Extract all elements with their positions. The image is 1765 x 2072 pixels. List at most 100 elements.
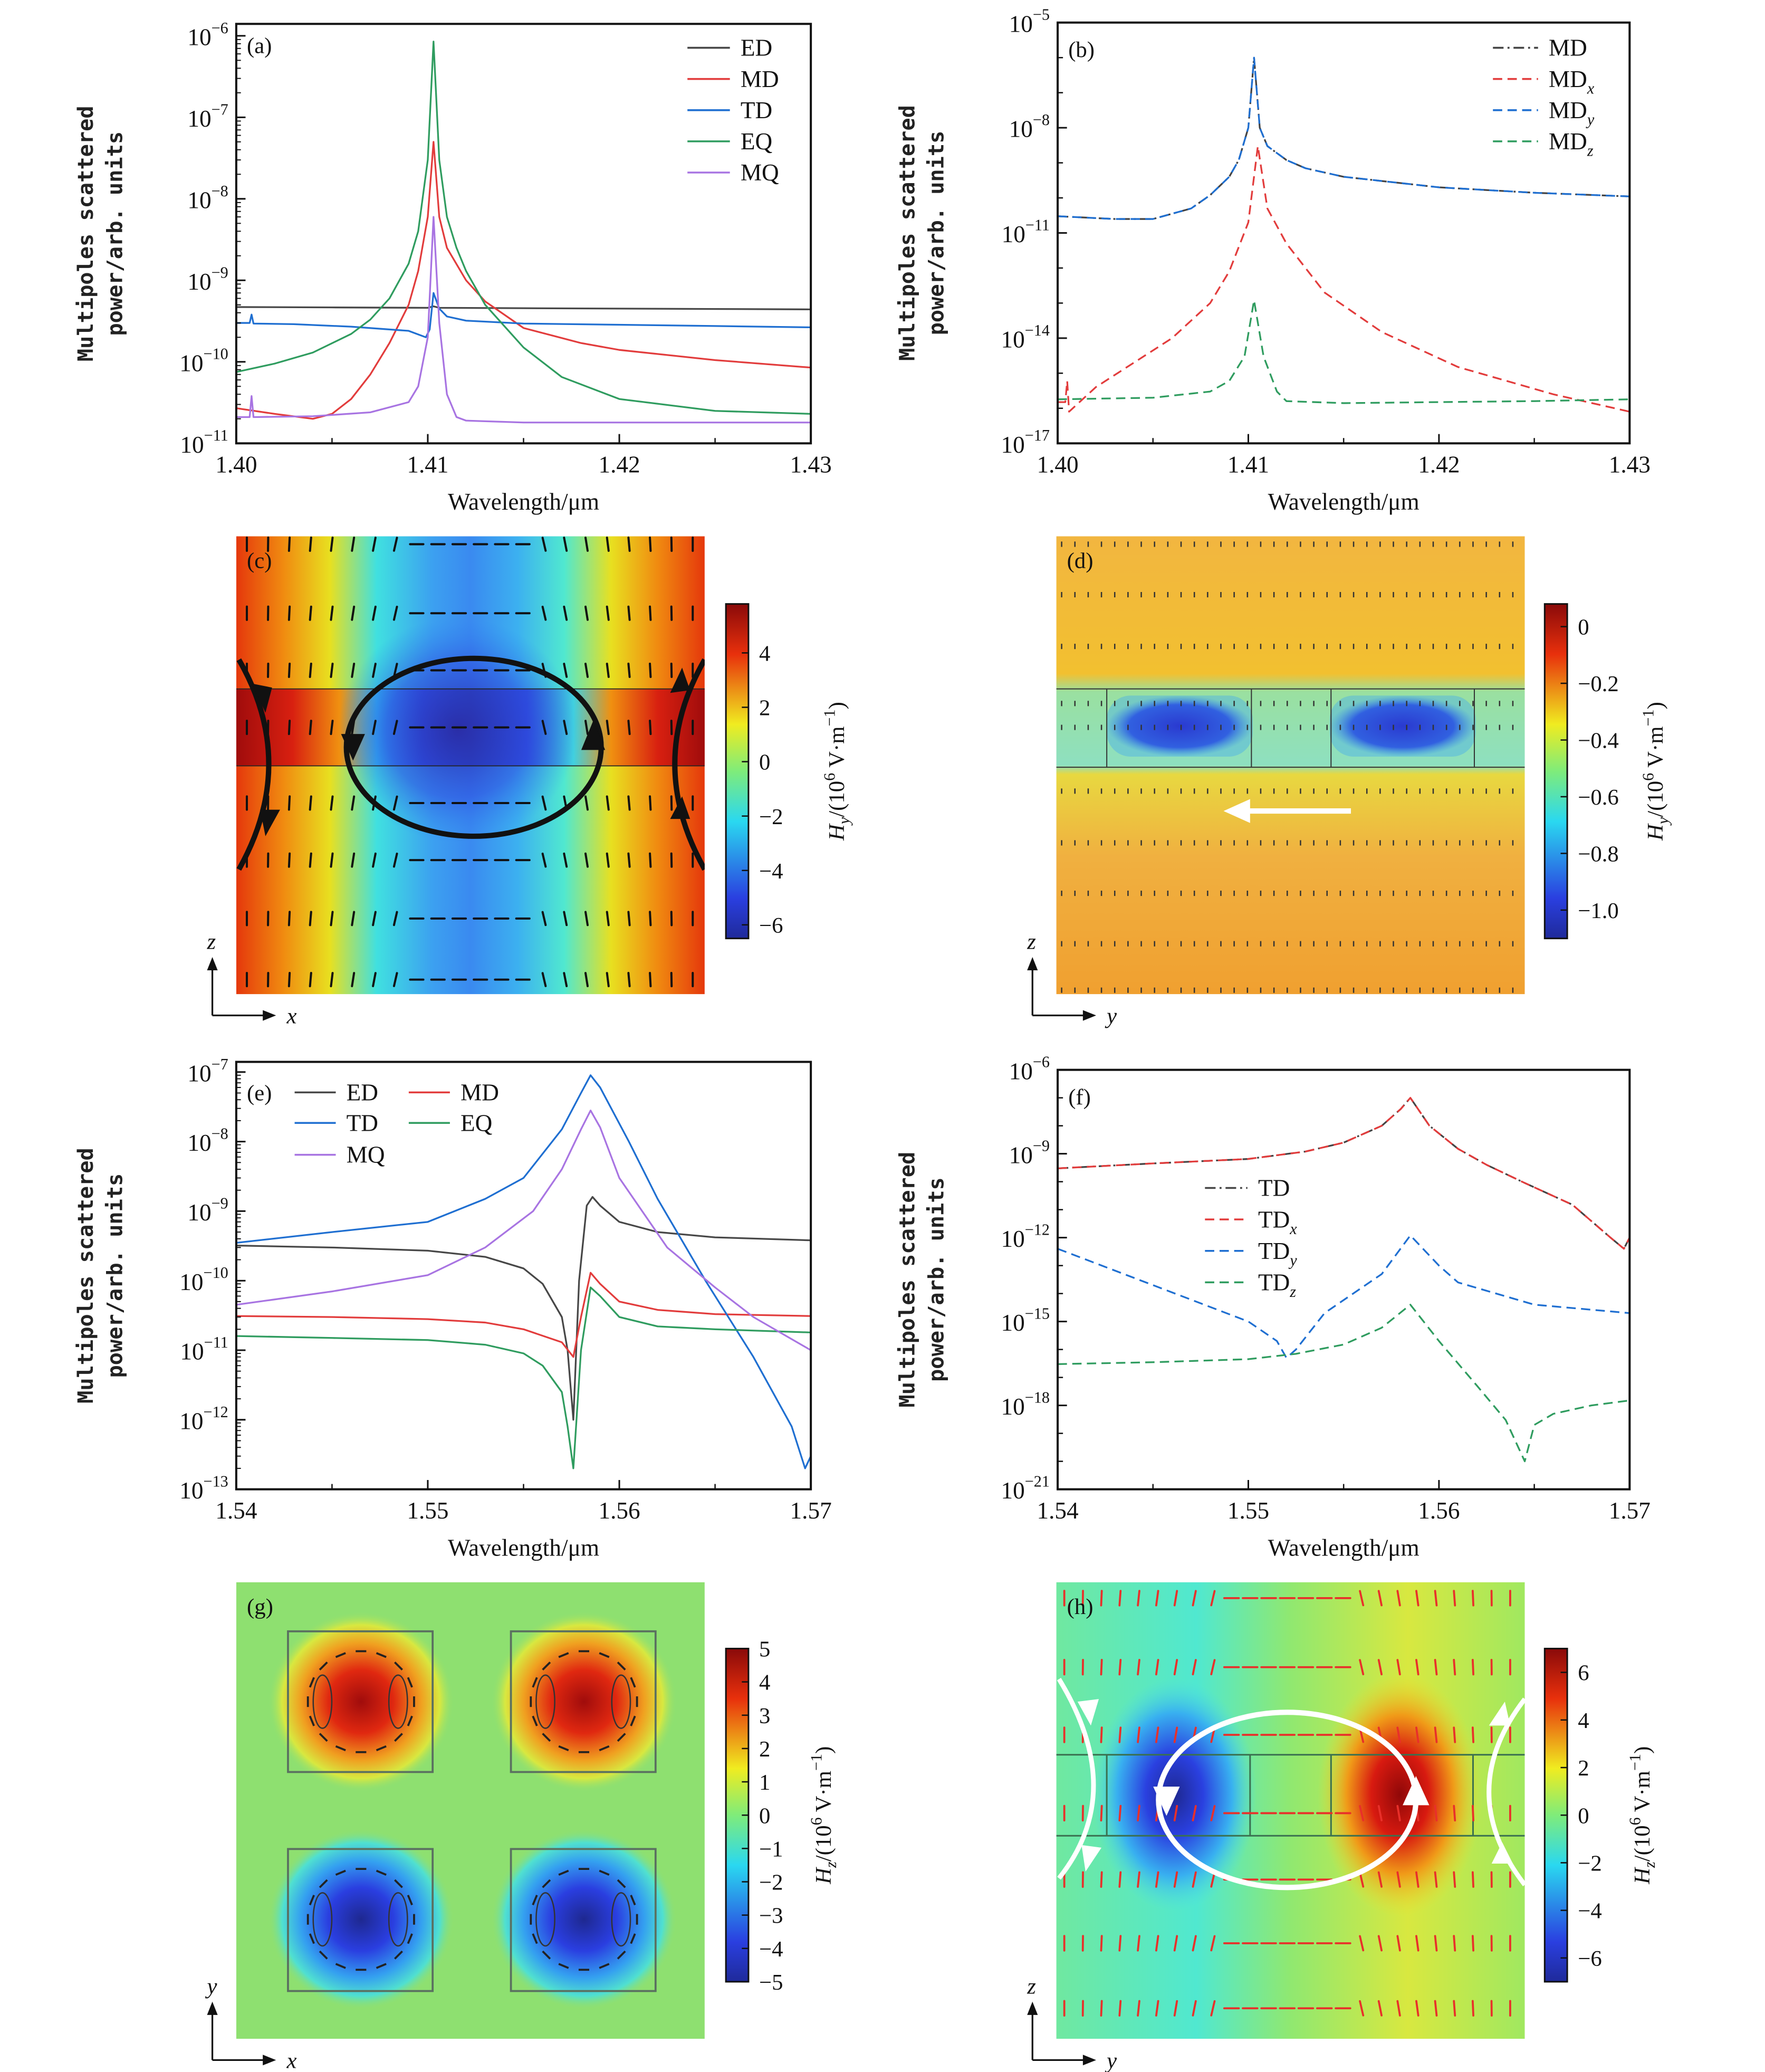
field-background (1056, 536, 1525, 995)
field-vector (541, 537, 547, 552)
field-vector (1173, 1590, 1178, 1607)
colorbar-tick-label: 4 (759, 1670, 770, 1695)
tick-base: 10 (1001, 432, 1025, 458)
colorbar-tick-label: 5 (759, 1637, 770, 1662)
field-vector (330, 720, 334, 736)
colorbar-tick-label: −2 (1578, 1851, 1602, 1876)
legend-item: MD (408, 1080, 499, 1106)
field-vector (1453, 1659, 1456, 1676)
field-vector (541, 852, 547, 868)
arrow-right-icon (1082, 1010, 1097, 1021)
field-vector (1453, 1871, 1456, 1888)
legend-label-text: TD (741, 97, 772, 123)
field-vector (1210, 2000, 1216, 2017)
y-tick-label: 10−15 (1001, 1305, 1050, 1336)
tick-base: 10 (1009, 1058, 1033, 1084)
field-map-c-annotations: (c) 4 2 0 −2 −4 −6 Hy/(106 V·m−1) z x (207, 549, 853, 1029)
axis-indicator (211, 965, 268, 1017)
field-vector (606, 536, 610, 552)
field-vector (584, 537, 589, 552)
field-vector (1173, 1659, 1178, 1676)
tick-exponent: −21 (1025, 1473, 1050, 1491)
y-tick-label: 10−11 (180, 426, 228, 458)
field-vector (287, 662, 291, 679)
legend-label-text: TD (1258, 1206, 1290, 1233)
field-blob (1329, 695, 1476, 757)
legend-label-text: MD (1549, 97, 1587, 123)
field-vector (563, 605, 568, 621)
legend-label: MD (741, 66, 779, 92)
axis-indicator (211, 2009, 268, 2061)
tick-exponent: −8 (1033, 111, 1050, 129)
axis-indicator (1031, 2009, 1088, 2061)
legend-label-text: TD (347, 1110, 378, 1136)
colorbar-tick-label: 3 (759, 1704, 770, 1729)
field-vector (1434, 1804, 1438, 1822)
legend-item: MD (1493, 35, 1587, 61)
tick-exponent: −9 (212, 1194, 228, 1212)
field-vector (392, 795, 398, 811)
field-vector (606, 972, 610, 988)
panel-label: (g) (247, 1594, 273, 1619)
field-vector (1453, 1804, 1456, 1822)
colorbar-label-pre: /(10 (1643, 781, 1668, 817)
tick-base: 10 (1002, 221, 1025, 247)
legend-label: ED (347, 1080, 378, 1106)
y-tick-label: 10−11 (180, 1333, 228, 1365)
y-tick-label: 10−12 (179, 1403, 228, 1435)
field-vector (1173, 1804, 1178, 1821)
x-tick-label: 1.41 (407, 452, 448, 478)
x-tick-label: 1.54 (215, 1497, 257, 1524)
horizontal-axis-label: y (1105, 2048, 1117, 2072)
tick-exponent: −18 (1025, 1389, 1050, 1407)
field-vector (630, 1895, 636, 1906)
field-vector (1192, 1659, 1197, 1676)
field-vector (319, 1950, 328, 1960)
loop-arrow-down-icon (1153, 1787, 1180, 1816)
field-vector (1396, 1590, 1401, 1607)
field-vector (584, 852, 589, 868)
vector-field (306, 1650, 638, 1971)
colorbar-tick-label: −4 (759, 859, 783, 884)
colorbar-tick-label: −1 (759, 1837, 783, 1861)
legend-label: EQ (461, 1110, 492, 1136)
field-vector (1118, 1935, 1122, 1952)
colorbar-tick-label: 1 (759, 1770, 770, 1795)
y-axis-label-line2: power/arb. units (103, 131, 128, 336)
legend-label: MDx (1549, 66, 1595, 98)
field-vector (627, 720, 631, 736)
field-vector (319, 1733, 328, 1742)
colorbar-tick-label: −6 (759, 913, 783, 938)
field-vector (1453, 2000, 1456, 2017)
field-vector (287, 972, 291, 988)
field-vector (1396, 1935, 1401, 1952)
tick-base: 10 (1001, 1477, 1025, 1504)
colorbar-label-post: ) (1630, 1746, 1655, 1754)
colorbar-tick-label: 6 (1578, 1661, 1589, 1686)
tick-exponent: −12 (1025, 1221, 1050, 1239)
field-map-g (236, 1582, 705, 2039)
field-vector (606, 605, 610, 621)
field-vector (309, 1933, 315, 1944)
tick-exponent: −12 (204, 1403, 228, 1421)
legend-label-text: MD (1549, 35, 1587, 61)
field-max-blob (491, 1611, 677, 1792)
series-line-td (236, 292, 811, 338)
legend-label-text: TD (1258, 1269, 1290, 1296)
field-vector (1192, 1871, 1197, 1888)
panel-label: (c) (247, 549, 272, 574)
legend-label: TDy (1258, 1238, 1297, 1269)
colorbar-label-mid: V·m (1643, 727, 1668, 773)
horizontal-axis-label: x (286, 1004, 296, 1029)
y-tick-label: 10−13 (179, 1473, 228, 1504)
y-tick-label: 10−18 (1001, 1389, 1050, 1420)
colorbar-label-mid: V·m (824, 727, 849, 773)
series-line-ed (236, 1196, 811, 1421)
field-map-c (236, 536, 705, 995)
field-vector (532, 1677, 538, 1688)
resonator-outlines (287, 1630, 657, 1992)
direction-arrow-left-icon (1223, 799, 1250, 823)
x-tick-label: 1.56 (598, 1497, 640, 1524)
legend-item: TDy (1205, 1238, 1297, 1269)
